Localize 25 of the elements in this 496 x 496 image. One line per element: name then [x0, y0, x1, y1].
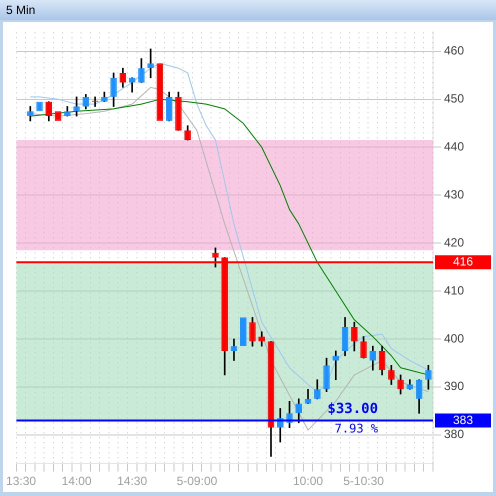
x-tick-label: 14:00	[62, 474, 92, 488]
annotation: 7.93 %	[334, 422, 379, 436]
x-tick-label: 5-10:30	[343, 474, 384, 488]
x-tick-label: 14:30	[117, 474, 148, 488]
y-tick-label: 380	[444, 427, 464, 442]
ref-line-label: 416	[452, 254, 474, 269]
candlestick	[36, 102, 43, 112]
y-tick-label: 410	[444, 283, 464, 298]
candlestick	[230, 338, 238, 361]
x-tick-label: 10:00	[293, 474, 324, 488]
candlestick	[156, 63, 164, 121]
x-tick-label: 13:30	[6, 474, 36, 488]
y-tick-label: 390	[444, 379, 464, 394]
ref-line-label: 383	[452, 412, 474, 427]
y-tick-label: 400	[444, 331, 464, 346]
y-tick-label: 430	[444, 187, 464, 202]
y-tick-label: 460	[444, 44, 464, 58]
chart-title: 5 Min	[0, 0, 496, 20]
y-tick-label: 450	[444, 92, 464, 106]
candlestick	[240, 317, 246, 346]
annotation: $33.00	[327, 401, 378, 418]
x-tick-label: 5-09:00	[176, 474, 218, 488]
y-tick-label: 420	[444, 235, 464, 250]
y-tick-label: 440	[444, 140, 464, 154]
candlestick	[54, 111, 62, 121]
